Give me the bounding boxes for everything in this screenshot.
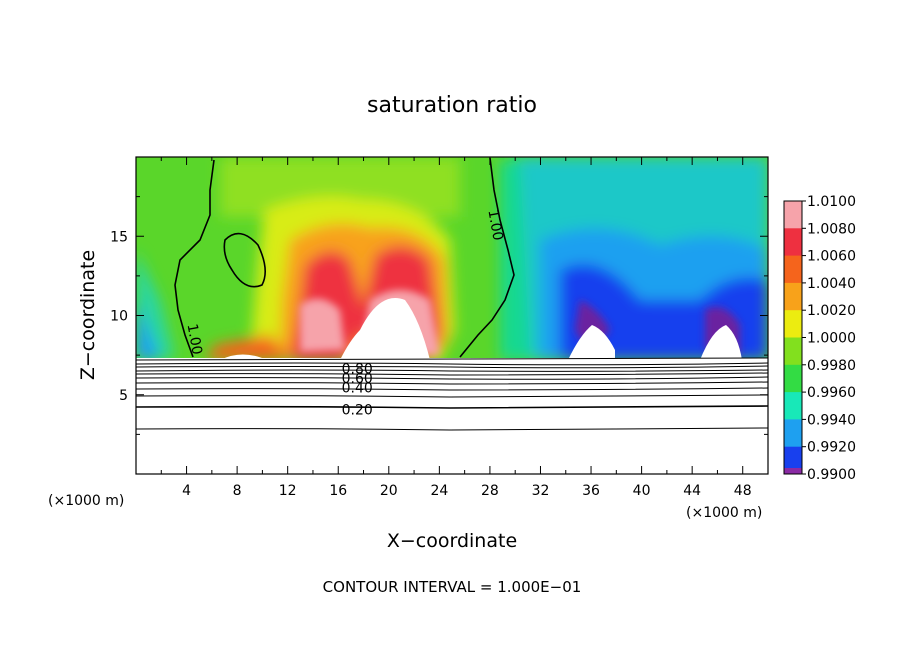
contour-label-group: 0.20 — [342, 403, 373, 419]
contour-line-lower — [136, 405, 768, 409]
colorbar-label: 1.0040 — [807, 276, 856, 292]
x-tick-label: 20 — [380, 483, 398, 499]
contour-line-1-00-closed — [223, 232, 266, 288]
y-axis: 5 10 15 — [110, 196, 768, 435]
x-axis: 4 8 12 16 20 24 28 32 36 40 44 48 — [160, 157, 752, 499]
blob-teal-transition — [500, 160, 530, 360]
x-tick-label: 4 — [182, 483, 191, 499]
x-tick-label: 24 — [430, 483, 448, 499]
colorbar-segment — [784, 201, 802, 229]
contour-line-lower — [136, 387, 768, 391]
colorbar-label: 0.9900 — [807, 467, 856, 483]
contour-line-lower — [136, 372, 768, 376]
y-tick-label: 10 — [110, 309, 128, 325]
colorbar-label: 0.9960 — [807, 385, 856, 401]
hump-right-1 — [568, 325, 615, 360]
y-axis-title: Z−coordinate — [77, 250, 99, 380]
contour-label: 1.00 — [184, 323, 205, 356]
colorbar-segment — [784, 282, 802, 311]
contour-lines-lower — [136, 362, 768, 431]
contour-line-1-00-right — [459, 157, 515, 358]
contour-line-lower — [136, 362, 768, 366]
colorbar-segment — [784, 310, 802, 338]
contour-label: 0.80 — [342, 361, 373, 377]
y-unit-label: (×1000 m) — [48, 493, 124, 509]
contour-line-1-00-left — [174, 159, 215, 358]
x-tick-label: 36 — [582, 483, 600, 499]
colorbar: 1.0100 1.0080 1.0060 1.0040 1.0020 1.0000 0.99… — [783, 194, 856, 483]
y-tick-label: 15 — [110, 229, 128, 245]
x-tick-label: 12 — [279, 483, 297, 499]
contour-label: 0.60 — [342, 371, 373, 387]
x-tick-label: 40 — [633, 483, 651, 499]
colorbar-label: 0.9980 — [807, 358, 856, 374]
x-unit-label: (×1000 m) — [686, 505, 762, 521]
chart-title: saturation ratio — [367, 93, 537, 118]
x-tick-label: 44 — [683, 483, 701, 499]
heatmap-field — [136, 157, 768, 474]
x-tick-label: 48 — [734, 483, 752, 499]
contour-label-group: 0.40 — [342, 380, 373, 396]
contour-label-group: 0.80 — [342, 361, 373, 377]
x-tick-label: 32 — [532, 483, 550, 499]
colorbar-segment — [784, 419, 802, 448]
blob-pink-left — [300, 298, 345, 352]
y-tick-label: 5 — [119, 388, 128, 404]
colorbar-segment-min — [784, 468, 802, 474]
colorbar-label: 1.0080 — [807, 221, 856, 237]
x-tick-label: 16 — [329, 483, 347, 499]
colorbar-label: 1.0100 — [807, 194, 856, 210]
contour-label-group: 0.60 — [342, 371, 373, 387]
contour-line-lower — [136, 376, 768, 380]
contour-line-lower — [136, 365, 768, 369]
colorbar-segment — [784, 392, 802, 420]
colorbar-segment — [784, 364, 802, 393]
x-tick-label: 28 — [481, 483, 499, 499]
colorbar-label: 1.0020 — [807, 303, 856, 319]
colorbar-label: 1.0000 — [807, 331, 856, 347]
contour-line-lower — [136, 394, 768, 398]
colorbar-segment — [784, 228, 802, 257]
colorbar-label: 0.9940 — [807, 412, 856, 428]
contour-label: 1.00 — [484, 208, 505, 241]
blob-orange-low — [205, 335, 290, 360]
boundary-line — [136, 357, 768, 361]
contour-line-lower — [136, 427, 768, 431]
contour-label-group: 1.00 — [184, 323, 205, 356]
colorbar-label: 0.9920 — [807, 440, 856, 456]
x-tick-label: 8 — [233, 483, 242, 499]
contour-labels: 1.00 1.00 0.800.600.40 0.20 — [184, 208, 506, 419]
colorbar-segment — [784, 446, 802, 475]
contour-interval-note: CONTOUR INTERVAL = 1.000E−01 — [323, 578, 582, 596]
contour-label: 0.40 — [342, 380, 373, 396]
x-axis-title: X−coordinate — [387, 530, 517, 552]
contour-label: 0.20 — [342, 403, 373, 419]
hump-center — [340, 298, 430, 360]
contour-line-lower — [136, 369, 768, 372]
colorbar-segment — [784, 337, 802, 366]
colorbar-label: 1.0060 — [807, 249, 856, 265]
hump-right-2 — [700, 325, 742, 360]
contour-line-lower — [136, 381, 768, 385]
contour-label-group: 1.00 — [484, 208, 505, 241]
colorbar-segment — [784, 255, 802, 284]
